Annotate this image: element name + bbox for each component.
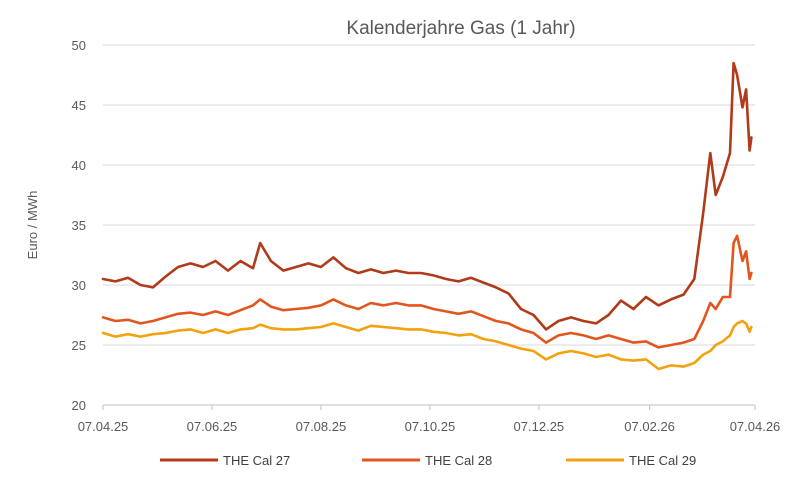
x-tick-label: 07.04.26	[730, 419, 781, 434]
legend-label: THE Cal 29	[629, 453, 696, 468]
y-axis-label: Euro / MWh	[25, 191, 40, 260]
series-lines	[101, 61, 753, 371]
x-tick-label: 07.02.26	[624, 419, 675, 434]
chart-title: Kalenderjahre Gas (1 Jahr)	[346, 18, 575, 39]
y-tick-label: 25	[72, 338, 86, 353]
y-tick-label: 20	[72, 398, 86, 413]
x-tick-label: 07.04.25	[78, 419, 129, 434]
x-tick-label: 07.12.25	[514, 419, 565, 434]
y-axis-ticks: 20 25 30 35 40 45 50	[72, 38, 86, 413]
y-tick-label: 50	[72, 38, 86, 53]
series-line-2	[101, 234, 753, 349]
y-tick-label: 30	[72, 278, 86, 293]
y-tick-label: 40	[72, 158, 86, 173]
x-axis-ticks: 07.04.25 07.06.25 07.08.25 07.10.25 07.12.25…	[78, 405, 781, 434]
legend: THE Cal 27 THE Cal 28 THE Cal 29	[160, 453, 696, 468]
gridlines	[103, 44, 755, 406]
y-tick-label: 35	[72, 218, 86, 233]
series-line-3	[101, 319, 753, 371]
x-tick-label: 07.10.25	[405, 419, 456, 434]
series-line-1	[101, 61, 753, 331]
legend-label: THE Cal 27	[223, 453, 290, 468]
x-tick-label: 07.08.25	[296, 419, 347, 434]
legend-label: THE Cal 28	[425, 453, 492, 468]
y-tick-label: 45	[72, 98, 86, 113]
x-tick-label: 07.06.25	[187, 419, 238, 434]
